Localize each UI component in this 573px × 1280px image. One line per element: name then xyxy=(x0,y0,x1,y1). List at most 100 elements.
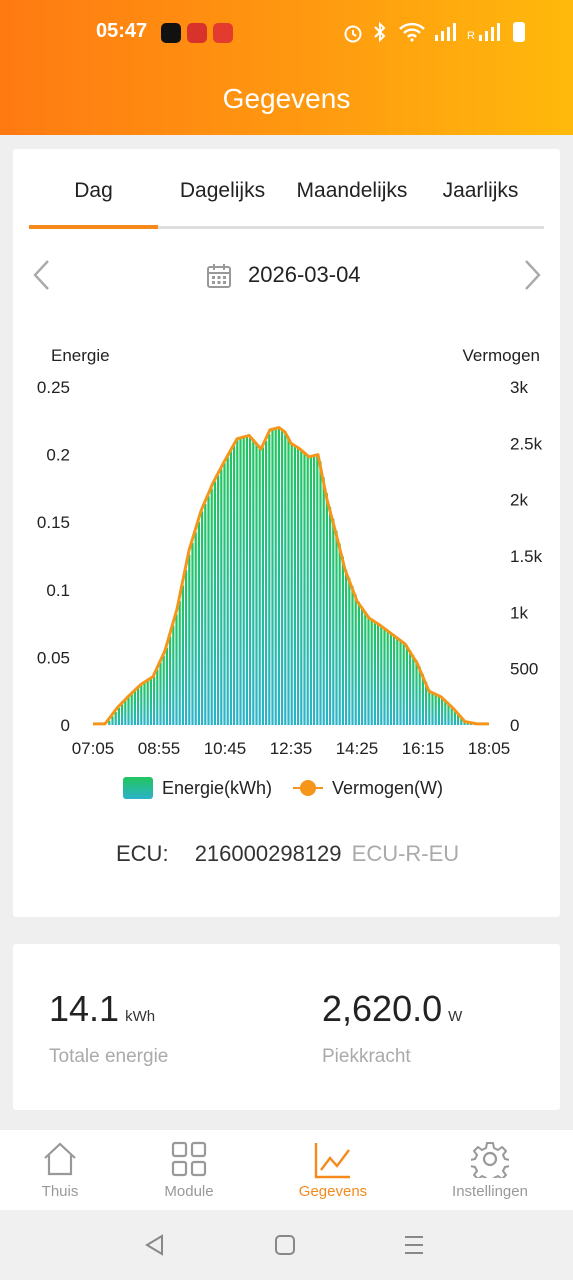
energy-bar xyxy=(207,496,210,725)
energy-bar xyxy=(181,585,184,725)
energy-bar xyxy=(258,446,261,725)
energy-bar xyxy=(236,439,239,725)
y2-tick-label: 3k xyxy=(510,378,528,397)
energy-bar xyxy=(204,503,207,725)
nav-gegevens-label: Gegevens xyxy=(298,1183,368,1200)
energy-bar xyxy=(133,690,136,725)
energy-bar xyxy=(220,469,223,725)
energy-bar xyxy=(156,669,159,725)
energy-bar xyxy=(274,428,277,725)
energy-bar xyxy=(380,625,383,725)
chevron-right-icon[interactable] xyxy=(516,257,546,293)
legend-power-label: Vermogen(W) xyxy=(332,778,443,798)
grid-icon xyxy=(171,1141,207,1177)
power-line xyxy=(93,426,489,726)
energy-bar xyxy=(373,621,376,725)
x-tick-label: 16:15 xyxy=(402,739,445,758)
energy-bar xyxy=(441,696,444,725)
energy-bar xyxy=(153,676,156,725)
y-tick-label: 0.25 xyxy=(37,378,70,397)
vivaldi-app-icon xyxy=(213,23,233,43)
energy-bar xyxy=(108,720,111,725)
chart-card: Dag Dagelijks Maandelijks Jaarlijks 2026… xyxy=(13,149,560,917)
energy-bar xyxy=(197,521,200,725)
energy-bar xyxy=(389,632,392,725)
energy-power-chart: Energie Vermogen 0.25 0.2 0.15 0.1 0.05 0 3k 2… xyxy=(37,346,543,799)
gear-icon xyxy=(471,1142,509,1178)
nav-thuis-label: Thuis xyxy=(41,1183,79,1200)
energy-bar xyxy=(255,442,258,725)
y2-tick-label: 500 xyxy=(510,660,538,679)
energy-bar xyxy=(226,457,229,725)
energy-bar xyxy=(345,569,348,725)
roaming-label: R xyxy=(467,30,475,42)
nav-instellingen-label: Instellingen xyxy=(452,1183,528,1200)
period-tabs: Dag Dagelijks Maandelijks Jaarlijks xyxy=(29,179,544,231)
energy-bar xyxy=(341,556,344,725)
energy-bar xyxy=(172,625,175,725)
energy-bar xyxy=(466,722,469,725)
x-tick-label: 12:35 xyxy=(270,739,313,758)
energy-bar xyxy=(364,611,367,725)
energy-bar xyxy=(425,681,428,725)
energy-bar xyxy=(354,594,357,725)
energy-bar xyxy=(357,601,360,725)
energy-bar xyxy=(284,431,287,725)
peak-power-value: 2,620.0 xyxy=(322,988,443,1029)
nav-gegevens[interactable]: Gegevens xyxy=(288,1130,378,1210)
energy-bar xyxy=(245,436,248,725)
home-square-icon[interactable] xyxy=(274,1234,296,1256)
energy-bar xyxy=(178,600,181,725)
tab-dagelijks[interactable]: Dagelijks xyxy=(179,179,266,202)
energy-bar xyxy=(370,619,373,725)
energy-bar xyxy=(124,700,127,725)
energy-bar xyxy=(239,437,242,725)
bottom-nav: Thuis Module Gegevens Instellingen xyxy=(0,1130,573,1210)
energy-bar xyxy=(396,636,399,725)
energy-bar xyxy=(297,447,300,725)
tab-active-indicator xyxy=(29,225,158,229)
energy-bar xyxy=(191,542,194,725)
energy-bar xyxy=(271,429,274,725)
energy-bar xyxy=(431,692,434,725)
energy-bar xyxy=(277,427,280,725)
energy-bar xyxy=(309,457,312,725)
nav-module-label: Module xyxy=(164,1183,214,1200)
x-tick-label: 08:55 xyxy=(138,739,181,758)
energy-bar xyxy=(223,463,226,725)
menu-icon[interactable] xyxy=(403,1234,425,1256)
energy-bar xyxy=(268,434,271,725)
energy-bar xyxy=(338,543,341,725)
peak-power-stat: 2,620.0 W Piekkracht xyxy=(322,988,462,1067)
energy-bar xyxy=(233,445,236,725)
tab-maandelijks[interactable]: Maandelijks xyxy=(296,179,408,202)
home-icon xyxy=(44,1142,76,1176)
energy-bar xyxy=(418,666,421,725)
energy-bar xyxy=(242,437,245,725)
nav-thuis[interactable]: Thuis xyxy=(15,1130,105,1210)
status-time: 05:47 xyxy=(96,20,148,42)
energy-bar xyxy=(412,655,415,725)
chevron-left-icon[interactable] xyxy=(28,257,58,293)
energy-bar xyxy=(421,674,424,725)
tab-dag[interactable]: Dag xyxy=(74,179,113,202)
total-energy-unit: kWh xyxy=(125,1008,156,1025)
energy-bar xyxy=(111,716,114,725)
energy-bar xyxy=(130,693,133,725)
energy-bar xyxy=(229,451,232,725)
nav-module[interactable]: Module xyxy=(144,1130,234,1210)
total-energy-label: Totale energie xyxy=(49,1046,169,1067)
nav-instellingen[interactable]: Instellingen xyxy=(440,1130,540,1210)
energy-bar xyxy=(293,445,296,725)
energy-bar xyxy=(399,639,402,725)
back-icon[interactable] xyxy=(143,1233,165,1257)
tab-jaarlijks[interactable]: Jaarlijks xyxy=(442,179,519,202)
energy-bar xyxy=(127,697,130,725)
ecu-model: ECU-R-EU xyxy=(351,841,460,866)
energy-bar xyxy=(335,530,338,725)
energy-bar xyxy=(447,703,450,725)
energy-bar xyxy=(303,452,306,725)
battery-icon xyxy=(513,22,525,42)
energy-bar xyxy=(457,713,460,725)
energy-bar xyxy=(332,518,335,725)
